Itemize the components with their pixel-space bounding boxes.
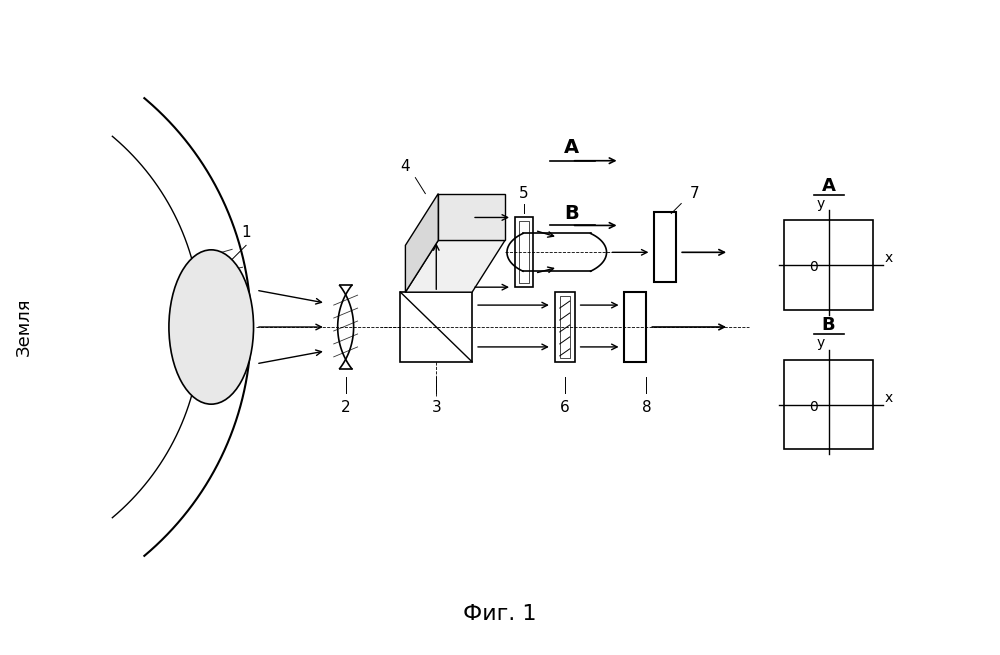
Text: B: B — [822, 316, 835, 334]
Text: 7: 7 — [689, 185, 699, 200]
Polygon shape — [405, 194, 438, 292]
Text: A: A — [822, 177, 836, 195]
Text: 1: 1 — [241, 225, 251, 240]
Bar — [400, 292, 472, 362]
Text: 0: 0 — [809, 260, 818, 274]
Text: 3: 3 — [431, 400, 441, 415]
Bar — [519, 221, 529, 283]
Text: Фиг. 1: Фиг. 1 — [463, 604, 537, 624]
Bar — [784, 360, 873, 449]
Text: x: x — [884, 390, 892, 405]
Polygon shape — [438, 194, 505, 240]
Text: 0: 0 — [809, 400, 818, 414]
Polygon shape — [405, 240, 505, 292]
Text: y: y — [817, 336, 825, 350]
Ellipse shape — [169, 250, 254, 404]
Text: 8: 8 — [642, 400, 651, 415]
Bar — [624, 292, 646, 362]
Bar — [784, 221, 873, 310]
Text: 6: 6 — [560, 400, 570, 415]
Bar — [515, 217, 533, 287]
Bar — [560, 296, 570, 358]
Text: x: x — [884, 252, 892, 265]
Text: A: A — [564, 138, 579, 157]
Text: B: B — [564, 204, 579, 223]
Bar — [555, 292, 575, 362]
Text: 2: 2 — [341, 400, 350, 415]
Bar — [654, 212, 676, 282]
Text: 5: 5 — [519, 185, 529, 200]
Text: Земля: Земля — [15, 298, 33, 356]
Text: y: y — [817, 196, 825, 210]
Text: 4: 4 — [401, 159, 410, 174]
